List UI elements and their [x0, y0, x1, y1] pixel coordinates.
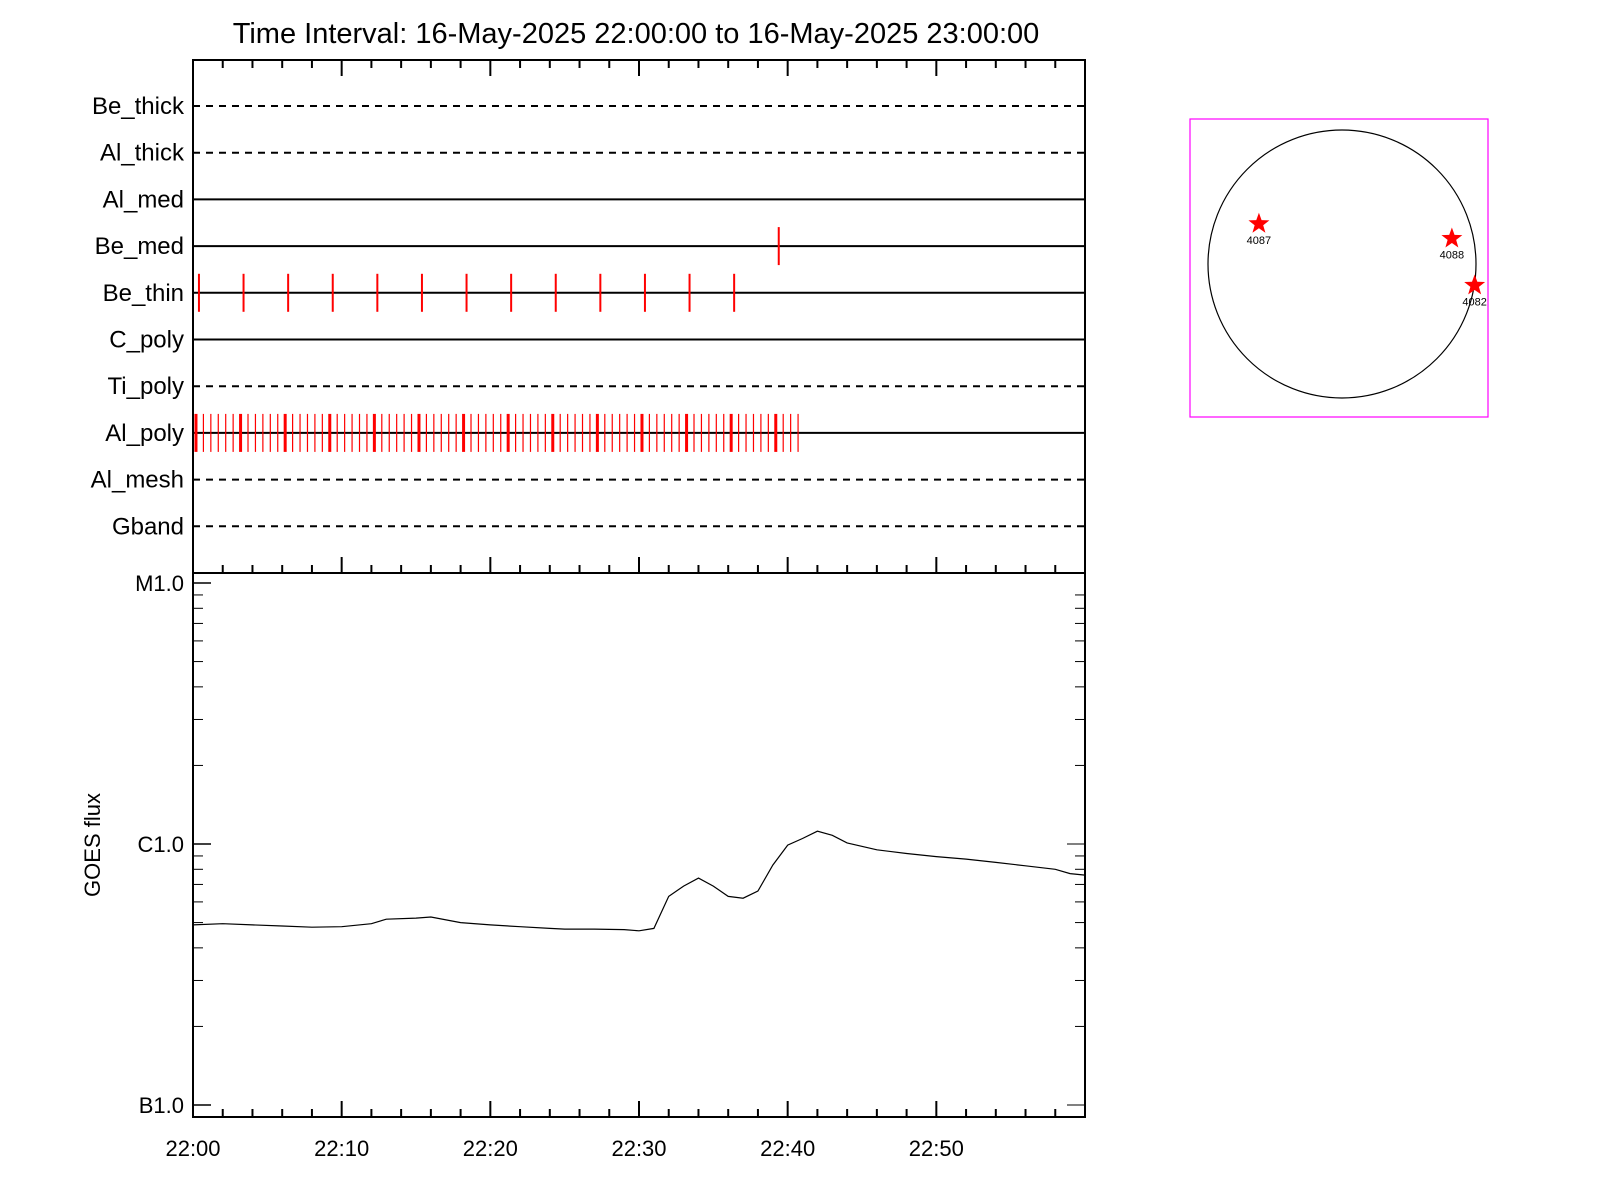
y-tick-label: B1.0	[139, 1093, 184, 1118]
active-region-4082: 4082	[1462, 274, 1487, 308]
region-star-icon	[1441, 227, 1463, 248]
timeline-row-al-thick: Al_thick	[100, 140, 1085, 167]
x-tick-label: 22:40	[760, 1136, 815, 1161]
row-label: Ti_poly	[108, 373, 184, 400]
region-star-icon	[1464, 274, 1486, 295]
row-label: Al_med	[103, 186, 184, 213]
timeline-row-al-mesh: Al_mesh	[91, 467, 1085, 494]
timeline-row-ti-poly: Ti_poly	[108, 373, 1085, 400]
row-label: Be_med	[95, 233, 184, 260]
region-label: 4087	[1247, 235, 1271, 247]
y-tick-label: C1.0	[138, 832, 184, 857]
x-tick-label: 22:00	[165, 1136, 220, 1161]
x-tick-label: 22:50	[909, 1136, 964, 1161]
disk-frame	[1189, 118, 1489, 418]
solar-disk-panel: 4087 4088 4082	[1189, 118, 1489, 418]
timeline-row-be-med: Be_med	[95, 227, 1085, 266]
timeline-row-be-thin: Be_thin	[103, 273, 1085, 312]
timeline-row-gband: Gband	[112, 513, 1085, 540]
timeline-row-be-thick: Be_thick	[92, 93, 1085, 120]
region-star-icon	[1248, 212, 1270, 233]
row-label: Gband	[112, 513, 184, 540]
x-tick-label: 22:30	[611, 1136, 666, 1161]
row-label: Al_thick	[100, 140, 185, 167]
timeline-row-c-poly: C_poly	[109, 327, 1085, 354]
x-tick-label: 22:10	[314, 1136, 369, 1161]
active-region-4087: 4087	[1247, 212, 1271, 247]
chart-title: Time Interval: 16-May-2025 22:00:00 to 1…	[233, 18, 1040, 50]
region-label: 4082	[1462, 296, 1486, 308]
row-label: Al_mesh	[91, 467, 184, 494]
row-label: Al_poly	[105, 420, 184, 447]
goes-frame	[192, 572, 1086, 1118]
goes-flux-line	[192, 830, 1086, 932]
timeline-frame	[192, 59, 1086, 574]
timeline-row-al-med: Al_med	[103, 186, 1085, 213]
region-label: 4088	[1440, 250, 1464, 262]
row-label: Be_thick	[92, 93, 185, 120]
goes-flux-panel: 22:00 22:10 22:20 22:30 22:40 22:50 M1.0 C1.0 B1…	[80, 571, 1086, 1161]
y-tick-label: M1.0	[135, 571, 184, 596]
filter-timeline-panel: Be_thick Al_thick Al_med Be_med Be_thin C_pol…	[91, 59, 1086, 574]
y-axis-label: GOES flux	[80, 793, 105, 897]
active-region-4088: 4088	[1440, 227, 1464, 262]
row-label: C_poly	[109, 327, 184, 354]
row-label: Be_thin	[103, 280, 184, 307]
solar-limb	[1207, 129, 1477, 399]
timeline-row-al-poly: Al_poly	[105, 413, 1085, 452]
x-tick-label: 22:20	[463, 1136, 518, 1161]
